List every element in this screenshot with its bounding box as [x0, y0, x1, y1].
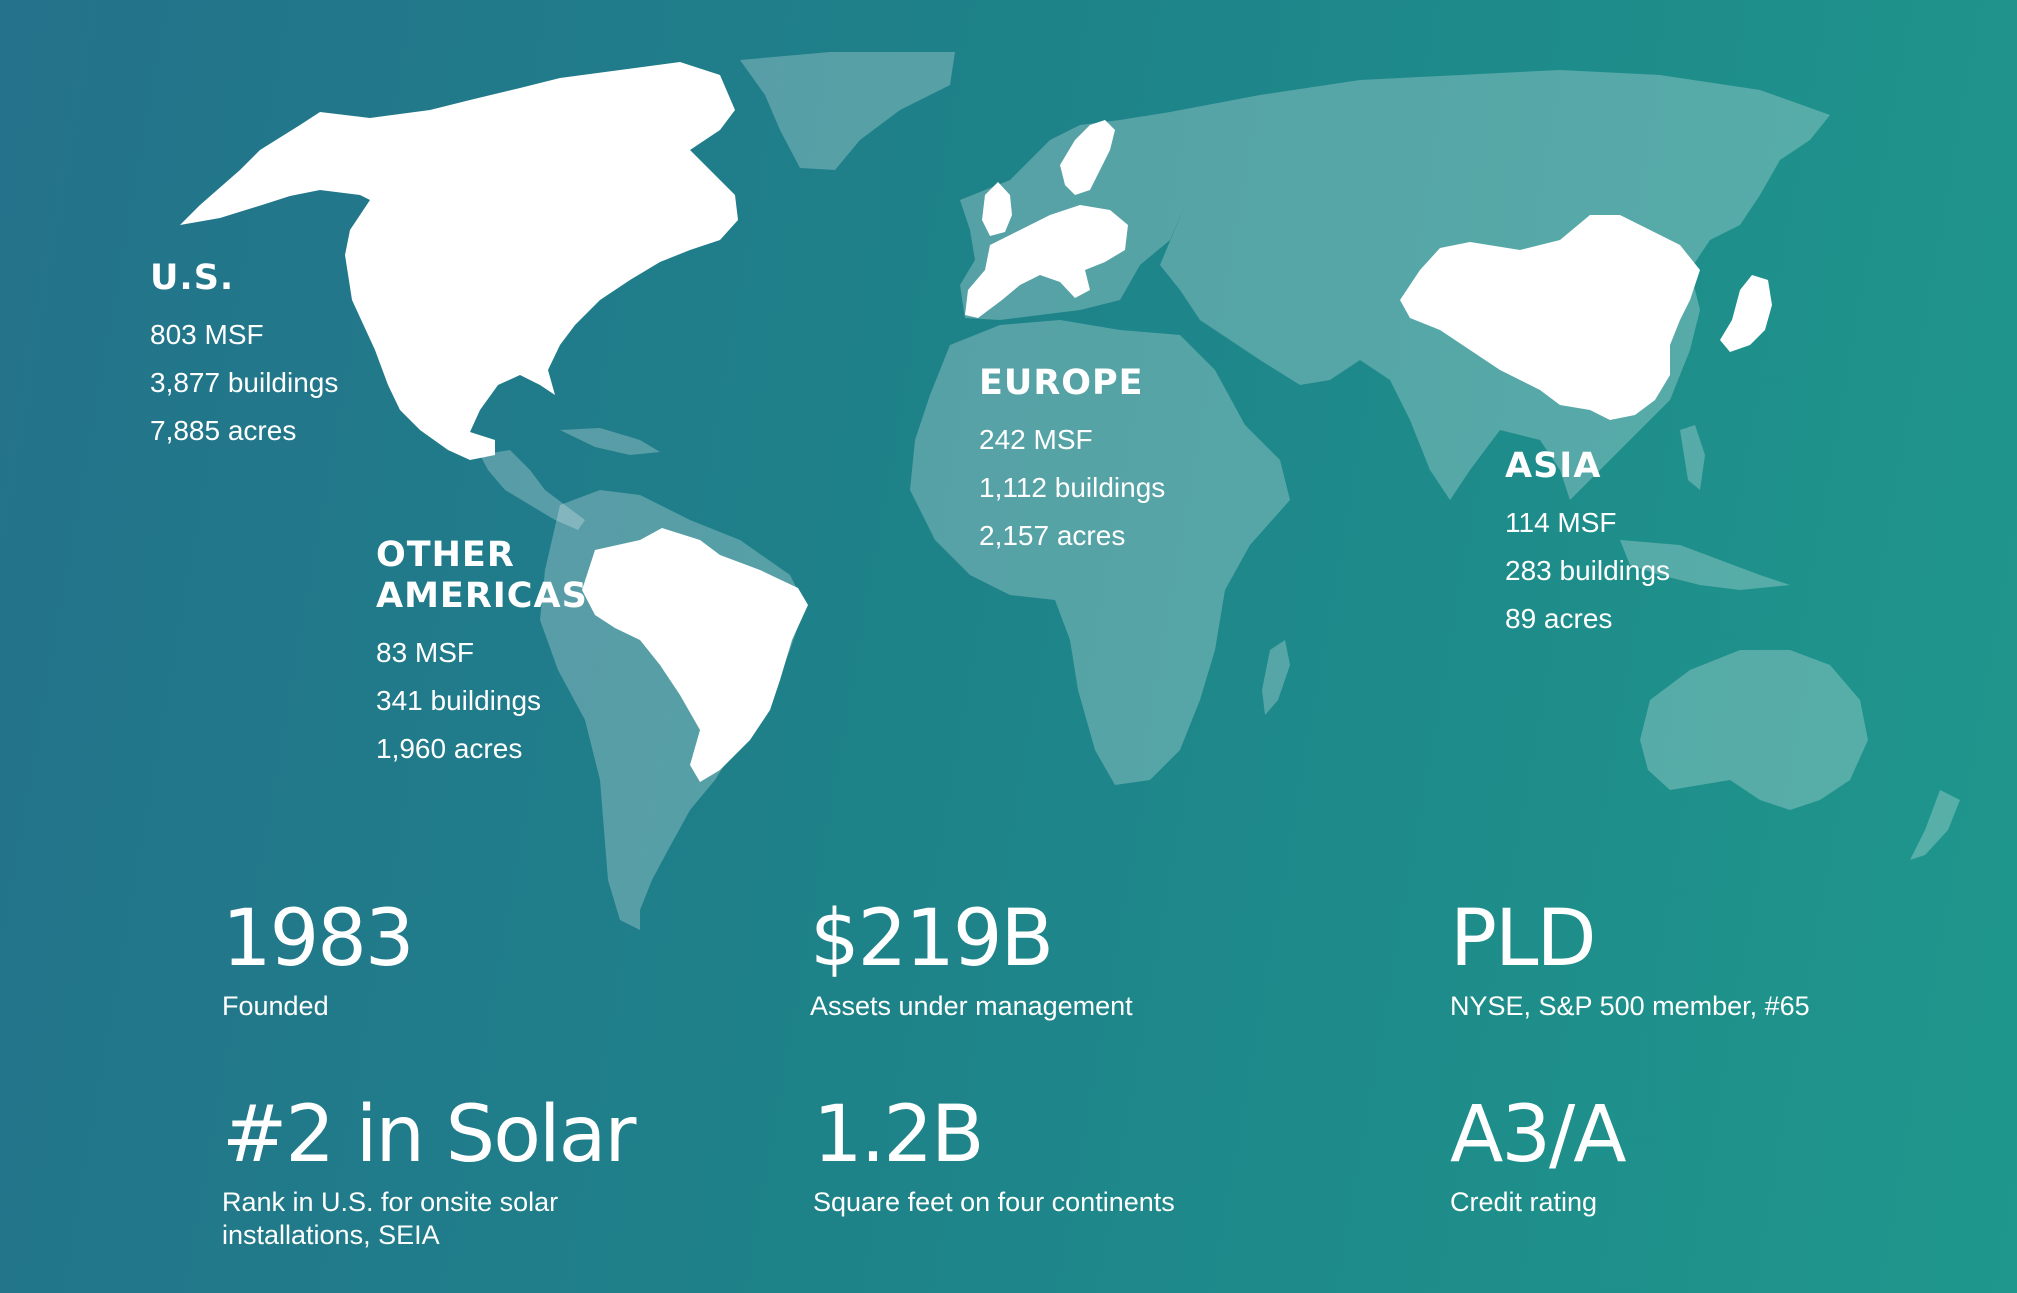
stat-caption-line2: installations, SEIA — [222, 1220, 440, 1250]
north-america-landmass — [180, 62, 738, 460]
caribbean-islands — [560, 428, 660, 455]
region-acres: 7,885 acres — [150, 415, 297, 446]
region-msf: 242 MSF — [979, 424, 1093, 455]
stat-ticker: PLD NYSE, S&P 500 member, #65 — [1450, 894, 1810, 1023]
stat-square-feet: 1.2B Square feet on four continents — [813, 1090, 1175, 1219]
stat-value: 1.2B — [813, 1090, 985, 1180]
stat-solar: #2 in Solar Rank in U.S. for onsite sola… — [222, 1090, 636, 1252]
region-buildings: 3,877 buildings — [150, 367, 339, 398]
region-name: ASIA — [1505, 446, 1602, 486]
central-america-landmass — [480, 450, 585, 530]
china-highlight — [1400, 215, 1700, 420]
stat-credit-rating: A3/A Credit rating — [1450, 1090, 1627, 1219]
japan-highlight — [1720, 275, 1772, 352]
philippines-islands — [1680, 425, 1705, 490]
africa-landmass — [910, 320, 1290, 785]
region-buildings: 1,112 buildings — [979, 472, 1166, 503]
scandinavia-highlight — [1060, 120, 1115, 195]
region-europe: EUROPE 242 MSF 1,112 buildings 2,157 acr… — [979, 363, 1165, 560]
stat-caption: Assets under management — [810, 991, 1133, 1021]
stat-caption: Founded — [222, 991, 329, 1021]
greenland-landmass — [740, 52, 955, 170]
region-msf: 83 MSF — [376, 637, 475, 668]
region-us: U.S. 803 MSF 3,877 buildings 7,885 acres — [150, 258, 338, 455]
stat-caption: Credit rating — [1450, 1187, 1598, 1217]
new-zealand-landmass — [1910, 790, 1960, 860]
region-acres: 1,960 acres — [376, 733, 523, 764]
stat-caption: NYSE, S&P 500 member, #65 — [1450, 991, 1810, 1021]
region-other-americas: OTHER AMERICAS 83 MSF 341 buildings 1,96… — [376, 535, 588, 773]
stat-value: PLD — [1450, 894, 1597, 984]
stat-caption-line1: Rank in U.S. for onsite solar — [222, 1187, 559, 1217]
region-acres: 89 acres — [1505, 603, 1613, 634]
stat-value: #2 in Solar — [222, 1090, 636, 1180]
region-acres: 2,157 acres — [979, 520, 1126, 551]
stat-value: A3/A — [1450, 1090, 1627, 1180]
region-name: U.S. — [150, 258, 235, 298]
stat-value: 1983 — [222, 894, 415, 984]
region-buildings: 341 buildings — [376, 685, 542, 716]
stat-value: $219B — [810, 894, 1054, 984]
region-msf: 803 MSF — [150, 319, 264, 350]
stat-assets: $219B Assets under management — [810, 894, 1133, 1023]
brazil-landmass — [582, 528, 808, 782]
western-europe-highlight — [965, 205, 1128, 318]
southeast-asia-islands — [1620, 540, 1790, 590]
madagascar-landmass — [1262, 640, 1290, 715]
region-asia: ASIA 114 MSF 283 buildings 89 acres — [1505, 446, 1670, 643]
uk-highlight — [982, 182, 1012, 236]
australia-landmass — [1640, 650, 1868, 810]
stat-founded: 1983 Founded — [222, 894, 415, 1023]
region-msf: 114 MSF — [1505, 507, 1617, 538]
stat-caption: Square feet on four continents — [813, 1187, 1175, 1217]
region-name: EUROPE — [979, 363, 1144, 403]
region-name-line1: OTHER — [376, 535, 515, 575]
region-name-line2: AMERICAS — [376, 576, 588, 616]
region-buildings: 283 buildings — [1505, 555, 1671, 586]
